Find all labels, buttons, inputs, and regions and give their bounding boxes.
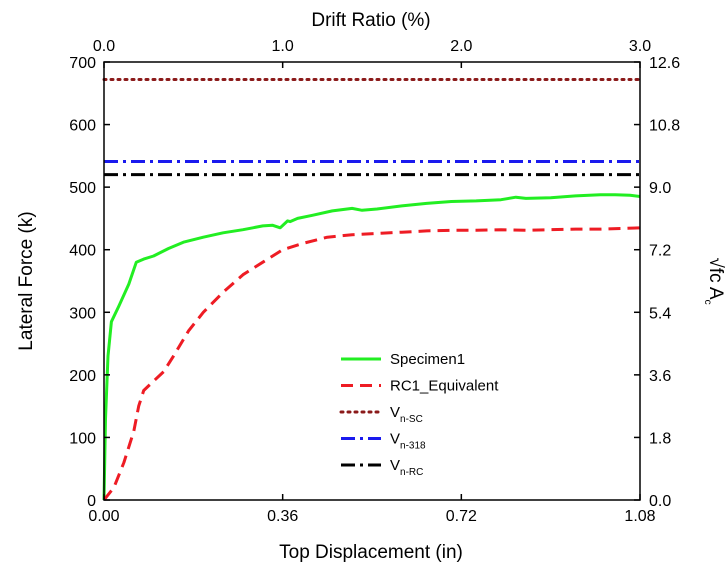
top-tick-label: 0.0: [93, 38, 115, 55]
y-tick-label: 100: [69, 430, 96, 447]
top-tick-label: 2.0: [450, 38, 472, 55]
right-axis-title: √fc Ac: [702, 257, 725, 304]
legend-label-3: Vn-SC: [390, 404, 423, 425]
right-tick-label: 0.0: [649, 493, 671, 510]
top-tick-label: 1.0: [272, 38, 294, 55]
legend-label-1: Specimen1: [390, 351, 465, 368]
y-tick-label: 500: [69, 180, 96, 197]
y-tick-label: 300: [69, 305, 96, 322]
right-tick-label: 9.0: [649, 180, 671, 197]
x-tick-label: 0.00: [88, 508, 119, 525]
series-line-1: [102, 193, 641, 501]
legend: Specimen1 RC1_Equivalent Vn-SC Vn-318 Vn-RC: [339, 351, 499, 478]
legend-label-4: Vn-318: [390, 431, 426, 452]
right-tick-label: 3.6: [649, 368, 671, 385]
series-line-2: [102, 226, 641, 501]
series-layer: [102, 78, 642, 501]
x-axis-title: Top Displacement (in): [279, 542, 463, 563]
x-tick-label: 0.36: [267, 508, 298, 525]
y-tick-label: 0: [87, 493, 96, 510]
y-tick-label: 200: [69, 368, 96, 385]
top-axis-title: Drift Ratio (%): [311, 10, 430, 31]
top-tick-label: 3.0: [629, 38, 651, 55]
legend-label-5: Vn-RC: [390, 457, 423, 478]
right-tick-label: 12.6: [649, 55, 680, 72]
y-tick-label: 600: [69, 118, 96, 135]
y-tick-label: 400: [69, 243, 96, 260]
y-tick-label: 700: [69, 55, 96, 72]
y-axis-title: Lateral Force (k): [16, 211, 37, 350]
legend-label-sub-3: n-SC: [400, 414, 423, 425]
right-tick-label: 7.2: [649, 243, 671, 260]
right-tick-label: 1.8: [649, 430, 671, 447]
legend-label-sub-4: n-318: [400, 441, 426, 452]
right-axis-title-sub: c: [702, 300, 713, 305]
plot-frame: [103, 61, 641, 501]
x-tick-label: 1.08: [624, 508, 655, 525]
axes-layer: 0.00 0.36 0.72 1.080.0 1.0 2.0 3.0010020030040…: [69, 38, 680, 525]
legend-label-2: RC1_Equivalent: [390, 378, 499, 395]
right-tick-label: 10.8: [649, 118, 680, 135]
x-tick-label: 0.72: [446, 508, 477, 525]
right-tick-label: 5.4: [649, 305, 671, 322]
legend-label-sub-5: n-RC: [400, 467, 423, 478]
right-axis-title-main: √fc A: [705, 257, 725, 299]
